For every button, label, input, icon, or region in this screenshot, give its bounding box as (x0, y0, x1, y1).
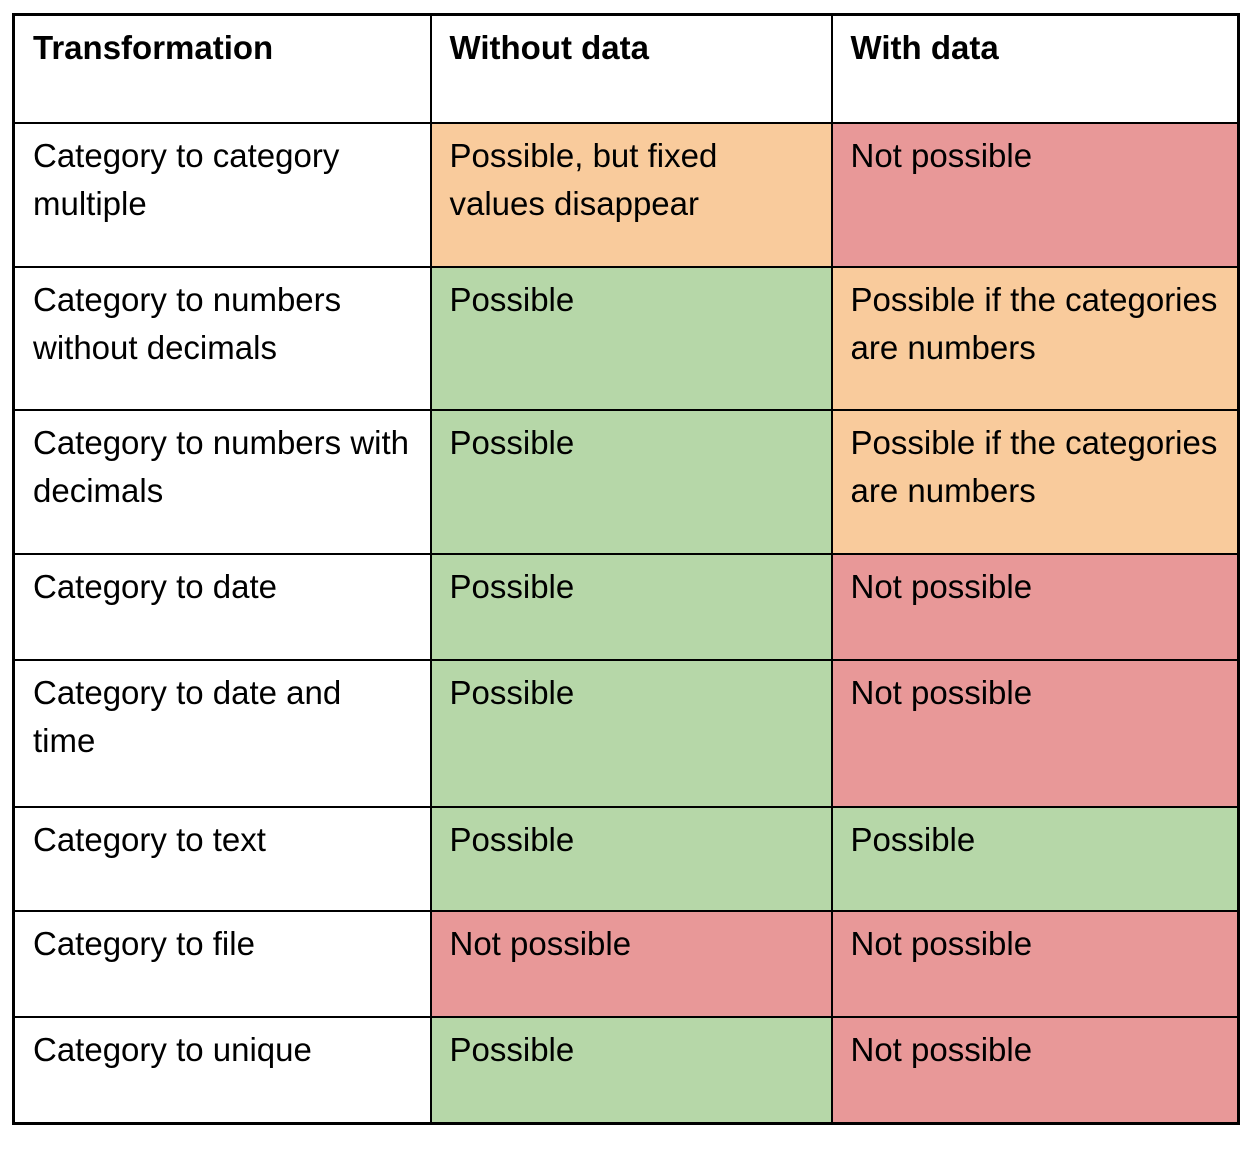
transformation-cell: Category to text (12, 805, 432, 912)
without-data-cell: Possible (429, 1015, 833, 1125)
with-data-cell: Possible if the categories are numbers (830, 265, 1240, 411)
transformation-cell: Category to date (12, 552, 432, 661)
table-row: Category to date Possible Not possible (12, 552, 1240, 661)
without-data-cell: Possible (429, 658, 833, 808)
with-data-cell: Not possible (830, 552, 1240, 661)
table-row: Category to file Not possible Not possib… (12, 909, 1240, 1018)
with-data-cell: Not possible (830, 909, 1240, 1018)
table-row: Category to category multiple Possible, … (12, 121, 1240, 268)
header-cell-without-data: Without data (429, 13, 833, 124)
without-data-cell: Possible (429, 408, 833, 555)
header-row: Transformation Without data With data (12, 13, 1240, 124)
with-data-cell: Not possible (830, 658, 1240, 808)
transformation-cell: Category to category multiple (12, 121, 432, 268)
transformation-cell: Category to numbers without decimals (12, 265, 432, 411)
without-data-cell: Possible (429, 265, 833, 411)
without-data-cell: Possible (429, 552, 833, 661)
with-data-cell: Not possible (830, 121, 1240, 268)
transformation-cell: Category to unique (12, 1015, 432, 1125)
table-row: Category to unique Possible Not possible (12, 1015, 1240, 1125)
without-data-cell: Possible, but fixed values disappear (429, 121, 833, 268)
table-row: Category to numbers without decimals Pos… (12, 265, 1240, 411)
table-row: Category to numbers with decimals Possib… (12, 408, 1240, 555)
table-row: Category to text Possible Possible (12, 805, 1240, 912)
without-data-cell: Possible (429, 805, 833, 912)
transformation-cell: Category to date and time (12, 658, 432, 808)
with-data-cell: Possible if the categories are numbers (830, 408, 1240, 555)
header-cell-with-data: With data (830, 13, 1240, 124)
without-data-cell: Not possible (429, 909, 833, 1018)
with-data-cell: Not possible (830, 1015, 1240, 1125)
transformation-cell: Category to file (12, 909, 432, 1018)
header-cell-transformation: Transformation (12, 13, 432, 124)
table-row: Category to date and time Possible Not p… (12, 658, 1240, 808)
transformation-cell: Category to numbers with decimals (12, 408, 432, 555)
with-data-cell: Possible (830, 805, 1240, 912)
transformation-table: Transformation Without data With data Ca… (12, 13, 1240, 1125)
